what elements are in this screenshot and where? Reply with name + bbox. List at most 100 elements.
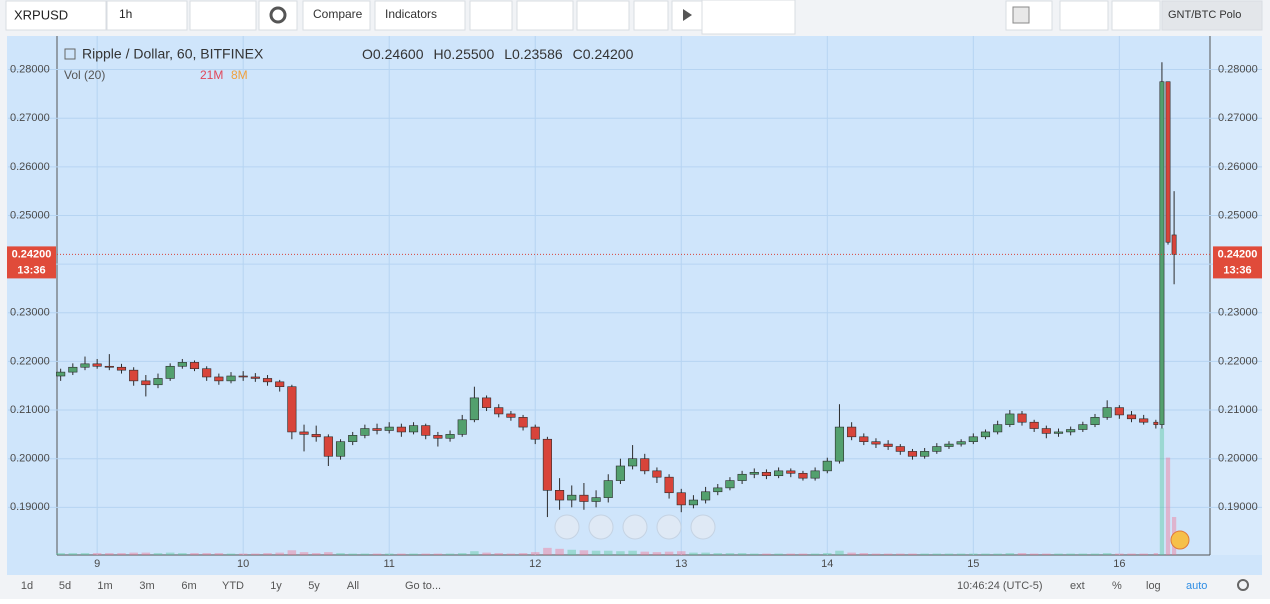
compare[interactable]: Compare — [313, 7, 363, 21]
volume-bar — [372, 553, 382, 555]
candle-body — [214, 376, 224, 382]
indicators-button[interactable] — [374, 0, 466, 31]
range-button[interactable]: 6m — [181, 580, 196, 592]
watchlist-symbol[interactable]: GNT/BTC Polo — [1168, 9, 1241, 21]
watchlist-box[interactable] — [1161, 0, 1263, 31]
alert[interactable] — [469, 0, 513, 31]
range-button[interactable]: 3m — [139, 580, 154, 592]
candle-body — [1017, 413, 1027, 423]
volume-bar — [226, 553, 236, 555]
range-button[interactable]: 5d — [59, 580, 71, 592]
candle-body — [956, 441, 966, 445]
volume-bar — [981, 553, 990, 555]
candle-body — [579, 494, 589, 502]
range-button[interactable]: 1d — [21, 580, 33, 592]
chart-style[interactable] — [189, 0, 257, 31]
drawing-tools[interactable] — [701, 0, 796, 35]
interval-box[interactable] — [106, 0, 188, 31]
symbol-box[interactable] — [5, 0, 107, 31]
y-tick-label: 0.23000 — [1218, 307, 1258, 319]
candle-body — [226, 375, 236, 382]
range-button[interactable]: 5y — [308, 580, 320, 592]
candle-body — [713, 487, 723, 493]
y-tick-label: 0.21000 — [1218, 404, 1258, 416]
candle-body — [932, 446, 942, 452]
volume-bar — [141, 552, 151, 555]
volume-bar — [1029, 553, 1039, 555]
candle-body — [1171, 234, 1177, 255]
volume-bar — [397, 553, 406, 555]
zoom-in[interactable] — [656, 514, 682, 540]
y-tick-label: 0.21000 — [10, 404, 50, 416]
scroll-right[interactable] — [690, 514, 716, 540]
volume-ma: 8M — [231, 68, 248, 82]
candle-body — [871, 441, 881, 445]
volume-bar — [56, 553, 65, 555]
percent-toggle[interactable]: % — [1112, 580, 1122, 592]
candle-body — [141, 380, 151, 386]
auto-toggle[interactable]: auto — [1186, 580, 1207, 592]
indicators[interactable]: Indicators — [385, 7, 437, 21]
volume-bar — [628, 550, 637, 555]
y-tick-label: 0.23000 — [10, 307, 50, 319]
volume-bar — [1054, 553, 1063, 555]
range-button[interactable]: YTD — [222, 580, 244, 592]
load[interactable] — [1059, 0, 1109, 31]
volume-bar — [324, 552, 333, 555]
symbol[interactable]: XRPUSD — [14, 7, 68, 22]
scroll-left[interactable] — [554, 514, 580, 540]
event-marker[interactable] — [1170, 530, 1190, 550]
candle-body — [895, 446, 905, 452]
volume-bar — [311, 553, 321, 555]
volume-bar — [543, 547, 552, 555]
range-button[interactable]: 1y — [270, 580, 282, 592]
volume-bar — [214, 553, 224, 555]
candle-body — [628, 458, 638, 467]
candle-body — [676, 492, 686, 506]
candle-body — [250, 376, 260, 379]
toolbar: XRPUSD 1h Compare Indicators GNT/BTC Pol… — [5, 0, 1263, 35]
compare-button[interactable] — [302, 0, 371, 31]
volume-bar — [251, 553, 260, 555]
candle-body — [299, 431, 309, 435]
ext-toggle[interactable]: ext — [1070, 580, 1085, 592]
candle-body — [348, 435, 358, 442]
interval[interactable]: 1h — [119, 7, 132, 21]
grid — [8, 36, 1262, 555]
color-swatch — [1012, 6, 1030, 24]
candle-body — [822, 460, 832, 472]
candle-body — [189, 362, 200, 370]
volume-bar — [664, 551, 674, 555]
log-toggle[interactable]: log — [1146, 580, 1161, 592]
reset[interactable] — [622, 514, 648, 540]
candle-body — [1139, 418, 1149, 423]
candle-body — [688, 499, 698, 506]
ideas[interactable] — [516, 0, 574, 31]
settings[interactable] — [258, 0, 298, 31]
volume-bar — [117, 553, 126, 555]
volume-bar — [178, 553, 187, 555]
volume-bar — [445, 553, 455, 555]
volume-bar — [908, 553, 917, 555]
candle-body — [701, 491, 711, 501]
save[interactable] — [1111, 0, 1161, 31]
volume-bar — [798, 553, 808, 555]
ohlc-value: 0.24200 — [583, 46, 634, 62]
range-button[interactable]: All — [347, 580, 359, 592]
undo-redo[interactable] — [576, 0, 630, 31]
range-button[interactable]: 1m — [97, 580, 112, 592]
collapse-icon[interactable] — [64, 48, 76, 60]
candle-body — [920, 451, 930, 457]
zoom-out[interactable] — [588, 514, 614, 540]
fullscreen[interactable] — [633, 0, 669, 31]
volume-bar — [457, 553, 467, 555]
candle-body — [603, 480, 613, 498]
candle-body — [847, 426, 857, 438]
candle-body — [408, 425, 419, 433]
candle-body — [737, 473, 747, 481]
candle-body — [859, 436, 869, 442]
volume-bar — [737, 553, 747, 555]
settings-icon[interactable] — [1237, 579, 1249, 591]
goto[interactable]: Go to... — [405, 580, 441, 592]
legend-title: Ripple / Dollar, 60, BITFINEX — [82, 46, 264, 62]
